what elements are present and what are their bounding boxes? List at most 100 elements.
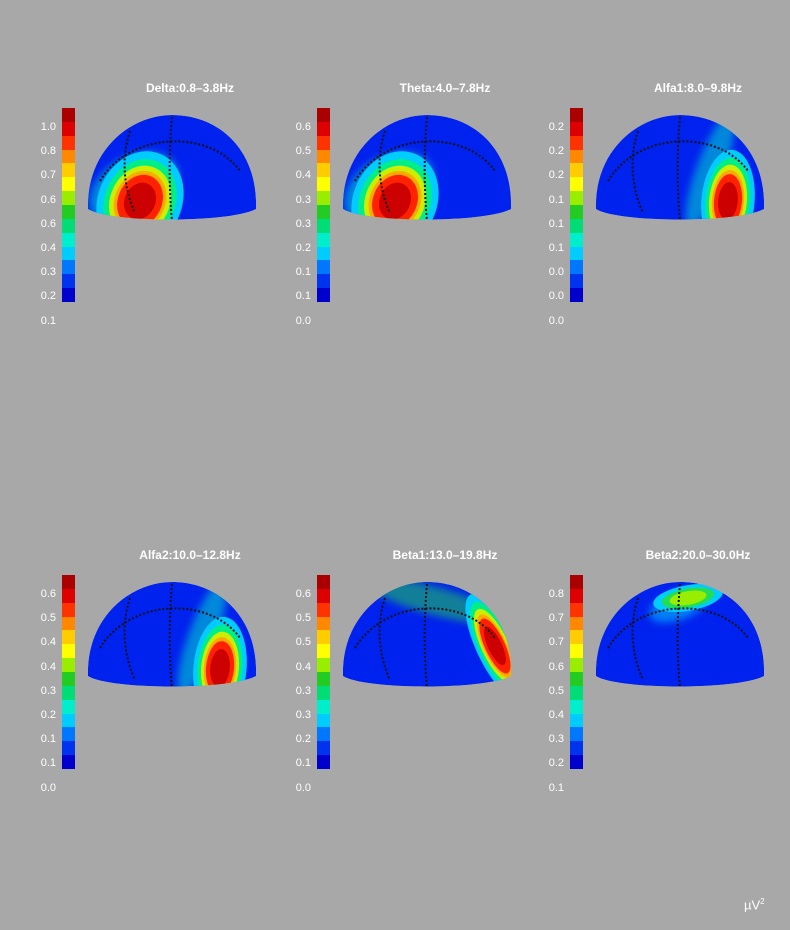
colorbar-cell	[62, 232, 75, 248]
colorbar-cell	[62, 755, 75, 770]
colorbar-cell	[570, 218, 583, 234]
colorbar-cell	[570, 658, 583, 673]
head-grid-line	[354, 140, 496, 182]
colorbar-tick-label: 0.3	[295, 684, 311, 697]
colorbar-cell	[570, 205, 583, 220]
head-grid-line	[423, 116, 428, 220]
colorbar-cell	[317, 741, 330, 756]
colorbar-tick-label: 0.1	[548, 242, 564, 254]
colorbar-cell	[570, 274, 583, 289]
activity-contour	[718, 182, 738, 220]
head-surface	[595, 582, 765, 687]
colorbar-cell	[317, 685, 330, 701]
colorbar-tick-label: 0.8	[548, 588, 564, 600]
colorbar-tick-label: 0.2	[40, 290, 56, 303]
colorbar-cell	[62, 575, 75, 590]
colorbar-cell	[570, 616, 583, 631]
colorbar-cell	[317, 163, 330, 178]
colorbar-cell	[62, 727, 75, 742]
head-grid-line	[378, 130, 391, 214]
colorbar-cell	[317, 630, 330, 645]
activity-contour	[378, 182, 412, 220]
head-grid-line	[423, 583, 428, 687]
head-grid-line	[607, 607, 749, 649]
colorbar-cell	[62, 274, 75, 289]
colorbar-cell	[570, 108, 583, 123]
colorbar-tick-label: 0.6	[295, 588, 311, 600]
colorbar-tick-label: 0.8	[40, 145, 56, 158]
colorbar-cell	[570, 741, 583, 756]
colorbar-cell	[62, 177, 75, 192]
colorbar-cell	[317, 218, 330, 234]
colorbar-tick-label: 0.0	[295, 314, 311, 327]
colorbar-cell	[570, 135, 583, 151]
head-surface	[87, 582, 257, 687]
colorbar-cell	[317, 246, 330, 261]
colorbar-tick-label: 0.7	[548, 612, 564, 625]
colorbar-cell	[570, 602, 583, 618]
colorbar-cell	[570, 644, 583, 659]
colorbar-tick-label: 0.1	[295, 266, 311, 279]
unit-label: µV2	[744, 897, 765, 912]
colorbar-tick-label: 0.2	[295, 733, 311, 746]
colorbar-tick-label: 0.6	[548, 660, 564, 673]
colorbar-cell	[570, 713, 583, 728]
colorbar-cell	[570, 121, 583, 137]
colorbar-cell	[62, 741, 75, 756]
head-topomap	[595, 582, 765, 687]
colorbar-cell	[570, 177, 583, 192]
colorbar-tick-label: 0.1	[40, 733, 56, 746]
colorbar-cell	[62, 191, 75, 206]
head-grid-line	[631, 130, 644, 214]
colorbar-cell	[570, 260, 583, 275]
colorbar	[570, 108, 583, 303]
colorbar-cell	[317, 672, 330, 687]
colorbar-cell	[317, 644, 330, 659]
head-grid-line	[99, 607, 241, 649]
colorbar-tick-label: 0.5	[295, 636, 311, 649]
colorbar-tick-label: 0.1	[40, 757, 56, 770]
colorbar-cell	[570, 685, 583, 701]
panel-title: Alfa1:8.0–9.8Hz	[653, 81, 743, 95]
colorbar-cell	[62, 149, 75, 164]
colorbar-cell	[62, 260, 75, 275]
head-grid-line	[378, 597, 391, 681]
colorbar-cell	[62, 218, 75, 234]
panel-alfa2: Alfa2:10.0–12.8Hz 0.6 0.5 0.4 0.4 0.3 0.2 0.1 0…	[30, 548, 290, 793]
head-surface	[595, 115, 765, 220]
colorbar-tick-label: 0.3	[548, 733, 564, 746]
colorbar-cell	[570, 588, 583, 604]
head-topomap	[342, 582, 512, 687]
colorbar-cell	[62, 135, 75, 151]
head-topomap	[87, 582, 257, 687]
colorbar-cell	[62, 108, 75, 123]
colorbar-tick-label: 0.7	[548, 636, 564, 649]
colorbar-cell	[62, 616, 75, 631]
colorbar-cell	[317, 121, 330, 137]
colorbar-tick-label: 0.3	[40, 266, 56, 279]
colorbar-tick-label: 0.5	[295, 145, 311, 158]
head-topomap	[595, 115, 765, 220]
colorbar-tick-label: 0.4	[295, 169, 311, 182]
colorbar-tick-label: 0.7	[40, 169, 56, 182]
colorbar-cell	[317, 616, 330, 631]
head-grid-line	[168, 116, 173, 220]
colorbar-tick-label: 0.4	[40, 636, 56, 649]
colorbar	[62, 575, 75, 770]
colorbar	[62, 108, 75, 303]
head-grid-line	[631, 597, 644, 681]
colorbar-tick-label: 0.0	[40, 781, 56, 794]
colorbar-cell	[62, 685, 75, 701]
unit-exponent: 2	[760, 897, 765, 906]
panel-title: Delta:0.8–3.8Hz	[145, 81, 235, 95]
colorbar-cell	[570, 755, 583, 770]
colorbar-cell	[62, 246, 75, 261]
activity-contour	[210, 649, 230, 687]
head-grid-line	[123, 597, 136, 681]
head-grid-line	[354, 607, 496, 649]
colorbar-tick-label: 0.2	[548, 145, 564, 158]
colorbar-tick-label: 0.0	[548, 290, 564, 303]
activity-contour	[123, 182, 157, 220]
colorbar-tick-label: 0.1	[548, 781, 564, 794]
panel-title: Theta:4.0–7.8Hz	[399, 81, 491, 95]
